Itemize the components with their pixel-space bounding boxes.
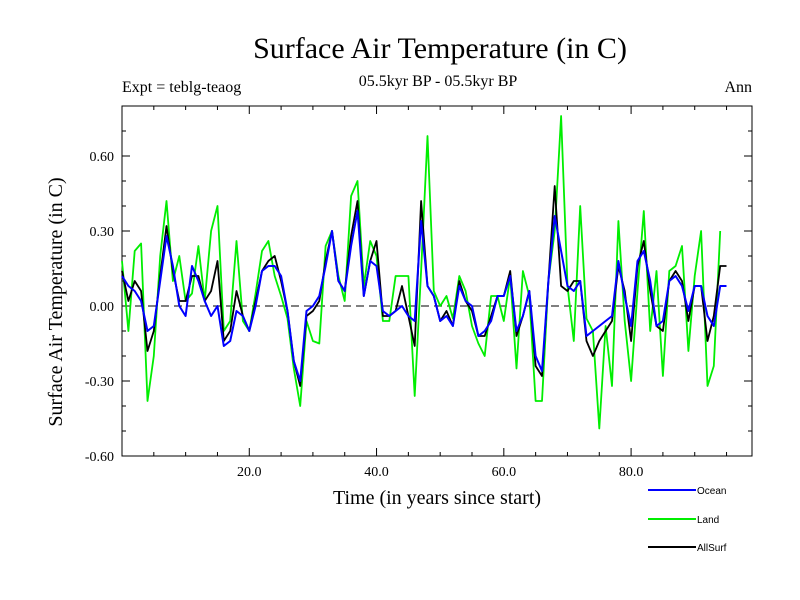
experiment-label: Expt = teblg-teaog	[122, 79, 241, 96]
x-tick-label: 40.0	[364, 465, 389, 480]
y-tick-label: 0.30	[90, 225, 115, 240]
chart-title: Surface Air Temperature (in C)	[253, 32, 627, 65]
plot-area: -0.60 -0.30 0.00 0.30 0.60 20.0 40.0 60.0 80.0	[85, 105, 753, 480]
y-axis-label: Surface Air Temperature (in C)	[45, 177, 67, 426]
x-tick-label: 20.0	[237, 465, 262, 480]
legend-label-land: Land	[697, 515, 719, 526]
series-line-ocean	[121, 210, 727, 382]
y-tick-label: -0.60	[85, 450, 114, 465]
period-label: 05.5kyr BP - 05.5kyr BP	[359, 73, 518, 90]
legend: Ocean Land AllSurf	[648, 486, 727, 554]
season-label: Ann	[724, 79, 752, 96]
x-axis-label: Time (in years since start)	[333, 487, 541, 509]
y-tick-label: 0.60	[90, 150, 115, 165]
y-tick-label: 0.00	[90, 300, 115, 315]
y-tick-label: -0.30	[85, 375, 114, 390]
x-tick-label: 80.0	[619, 465, 644, 480]
series-line-land	[121, 115, 722, 430]
legend-label-allsurf: AllSurf	[697, 543, 727, 554]
legend-label-ocean: Ocean	[697, 486, 726, 497]
x-tick-label: 60.0	[492, 465, 517, 480]
